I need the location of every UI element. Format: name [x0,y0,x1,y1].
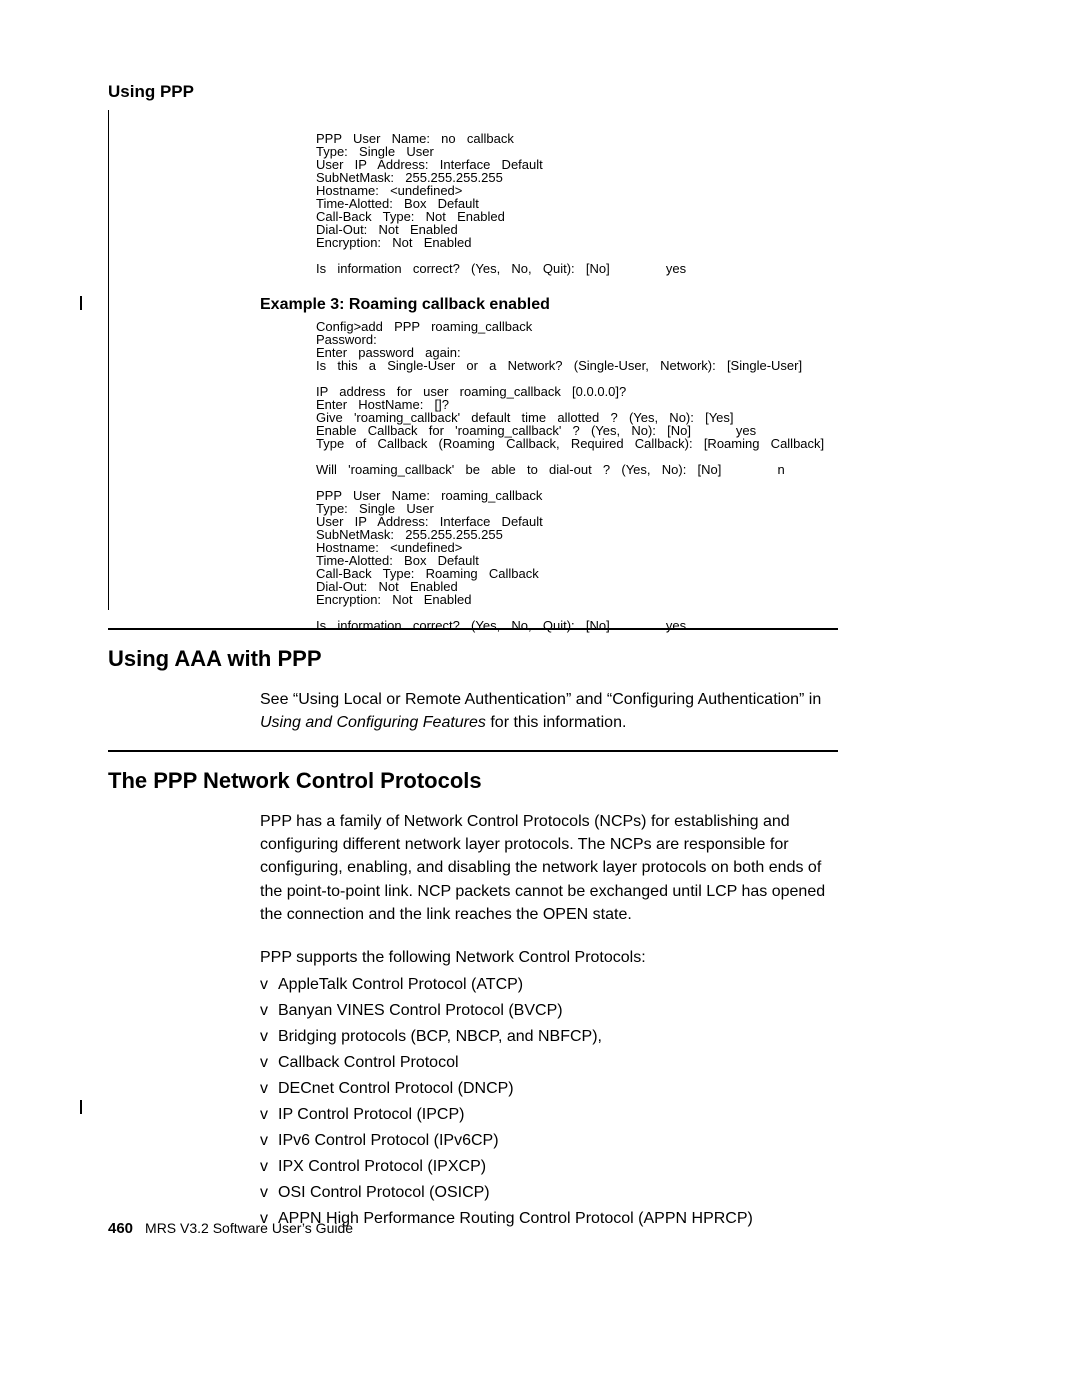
list-item-text: IP Control Protocol (IPCP) [278,1106,464,1123]
bullet: v [260,1002,278,1020]
code-block-2: Config>add PPP roaming_callback Password… [316,320,950,632]
bullet: v [260,1132,278,1150]
para-italic: Using and Configuring Features [260,714,486,731]
section-heading-ncp: The PPP Network Control Protocols [108,768,482,794]
para-ncp-supports: PPP supports the following Network Contr… [260,946,838,969]
vertical-rule [108,110,109,610]
list-item: vCallback Control Protocol [260,1054,838,1072]
list-item: vBanyan VINES Control Protocol (BVCP) [260,1002,838,1020]
bullet: v [260,1080,278,1098]
para-text: See “Using Local or Remote Authenticatio… [260,691,821,708]
list-item-text: DECnet Control Protocol (DNCP) [278,1080,514,1097]
list-item-text: IPX Control Protocol (IPXCP) [278,1158,486,1175]
para-ncp-intro: PPP has a family of Network Control Prot… [260,810,838,926]
change-bar [80,296,82,310]
list-item-text: IPv6 Control Protocol (IPv6CP) [278,1132,499,1149]
bullet: v [260,1054,278,1072]
list-item: vIPX Control Protocol (IPXCP) [260,1158,838,1176]
bullet: v [260,1158,278,1176]
bullet: v [260,1028,278,1046]
list-item-text: Banyan VINES Control Protocol (BVCP) [278,1002,563,1019]
bullet: v [260,1184,278,1202]
list-item: vOSI Control Protocol (OSICP) [260,1184,838,1202]
list-item-text: Bridging protocols (BCP, NBCP, and NBFCP… [278,1028,602,1045]
page-number: 460 [108,1220,133,1237]
list-item-text: AppleTalk Control Protocol (ATCP) [278,976,523,993]
para-text: for this information. [486,714,627,731]
list-item: vIPv6 Control Protocol (IPv6CP) [260,1132,838,1150]
divider [108,628,838,630]
bullet: v [260,1106,278,1124]
list-item-text: OSI Control Protocol (OSICP) [278,1184,490,1201]
bullet: v [260,976,278,994]
footer-text: MRS V3.2 Software User’s Guide [145,1220,353,1236]
para-aaa: See “Using Local or Remote Authenticatio… [260,688,838,734]
list-item: vDECnet Control Protocol (DNCP) [260,1080,838,1098]
list-item: vIP Control Protocol (IPCP) [260,1106,838,1124]
list-item: vAppleTalk Control Protocol (ATCP) [260,976,838,994]
code-block-1: PPP User Name: no callback Type: Single … [316,132,950,275]
list-item: vBridging protocols (BCP, NBCP, and NBFC… [260,1028,838,1046]
ncp-list: vAppleTalk Control Protocol (ATCP)vBanya… [260,976,838,1236]
divider [108,750,838,752]
running-head: Using PPP [108,82,194,102]
list-item-text: Callback Control Protocol [278,1054,459,1071]
example-heading: Example 3: Roaming callback enabled [260,296,550,314]
change-bar [80,1100,82,1114]
section-heading-aaa: Using AAA with PPP [108,646,322,672]
page-footer: 460 MRS V3.2 Software User’s Guide [108,1220,353,1237]
